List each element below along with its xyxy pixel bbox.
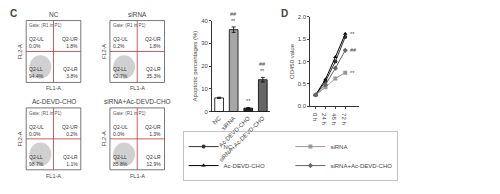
svg-text:NC: NC xyxy=(212,115,223,126)
svg-text:siRNA+Ac-DEVD-CHO: siRNA+Ac-DEVD-CHO xyxy=(104,98,171,105)
svg-text:Ac-DEVD-CHO: Ac-DEVD-CHO xyxy=(32,98,76,105)
svg-text:24 h: 24 h xyxy=(321,113,327,125)
svg-text:2.0: 2.0 xyxy=(298,14,307,20)
svg-text:Q2-LL85.8%: Q2-LL85.8% xyxy=(113,154,128,167)
svg-text:Q2-LL94.4%: Q2-LL94.4% xyxy=(29,66,44,79)
svg-text:Q2-LR35.3%: Q2-LR35.3% xyxy=(146,66,161,79)
svg-text:10: 10 xyxy=(201,86,208,92)
svg-text:siRNA: siRNA xyxy=(220,115,236,131)
svg-text:siRNA+Ac-DEVD-CHO: siRNA+Ac-DEVD-CHO xyxy=(330,163,392,169)
svg-text:FL1-A: FL1-A xyxy=(46,173,61,179)
svg-text:48 h: 48 h xyxy=(331,113,337,125)
svg-text:FL2-A: FL2-A xyxy=(101,131,107,146)
svg-text:Q2-LR1.1%: Q2-LR1.1% xyxy=(63,154,78,167)
svg-text:siRNA: siRNA xyxy=(128,11,147,18)
svg-text:FL1-A: FL1-A xyxy=(130,173,145,179)
svg-text:**: ** xyxy=(246,98,251,104)
svg-text:D: D xyxy=(281,8,288,19)
svg-text:0 h: 0 h xyxy=(312,113,318,121)
svg-text:30: 30 xyxy=(201,40,208,46)
svg-text:20: 20 xyxy=(201,63,208,69)
svg-text:NC: NC xyxy=(224,144,233,150)
svg-text:OD450 value: OD450 value xyxy=(289,43,295,79)
svg-text:Q2-LR12.9%: Q2-LR12.9% xyxy=(146,154,161,167)
svg-text:Q2-LR3.8%: Q2-LR3.8% xyxy=(63,66,78,79)
svg-text:Q2-LL98.7%: Q2-LL98.7% xyxy=(29,154,44,167)
svg-text:NC: NC xyxy=(49,11,59,18)
svg-text:0: 0 xyxy=(204,109,208,115)
svg-text:##: ## xyxy=(350,47,357,53)
svg-text:Gate: (R1 in P1): Gate: (R1 in P1) xyxy=(29,111,62,116)
svg-text:##**: ##** xyxy=(230,11,237,24)
svg-text:Q2-LL62.7%: Q2-LL62.7% xyxy=(113,66,128,79)
svg-text:1.5: 1.5 xyxy=(298,36,307,42)
svg-text:0.0: 0.0 xyxy=(298,103,307,109)
svg-text:0.5: 0.5 xyxy=(298,81,307,87)
svg-text:FL1-A: FL1-A xyxy=(46,85,61,91)
svg-text:Gate: (R1 in P1): Gate: (R1 in P1) xyxy=(29,23,62,28)
svg-text:FL2-A: FL2-A xyxy=(17,131,23,146)
svg-text:Gate: (R1 in P1): Gate: (R1 in P1) xyxy=(113,23,146,28)
svg-text:Q2-UL0.2%: Q2-UL0.2% xyxy=(113,36,128,49)
svg-text:Gate: (R1 in P1): Gate: (R1 in P1) xyxy=(113,111,146,116)
svg-text:**: ** xyxy=(350,31,355,37)
svg-text:C: C xyxy=(10,8,17,19)
svg-text:Q2-UR1.8%: Q2-UR1.8% xyxy=(145,36,161,49)
svg-text:Apoptotic percentages (%): Apoptotic percentages (%) xyxy=(192,31,198,102)
svg-text:FL1-A: FL1-A xyxy=(130,85,145,91)
svg-text:1.0: 1.0 xyxy=(298,59,307,65)
svg-text:Q2-UR1.3%: Q2-UR1.3% xyxy=(145,124,161,137)
svg-text:siRNA: siRNA xyxy=(330,144,347,150)
svg-text:Q2-UR0.2%: Q2-UR0.2% xyxy=(62,124,78,137)
svg-text:Q2-UL0.0%: Q2-UL0.0% xyxy=(29,124,44,137)
svg-text:40: 40 xyxy=(201,18,208,24)
svg-text:Q2-UL0.0%: Q2-UL0.0% xyxy=(113,124,128,137)
svg-text:Ac-DEVD-CHO: Ac-DEVD-CHO xyxy=(224,163,265,169)
svg-text:FL2-A: FL2-A xyxy=(17,44,23,59)
svg-text:**: ** xyxy=(350,70,355,76)
svg-text:Q2-UL0.0%: Q2-UL0.0% xyxy=(29,36,44,49)
svg-text:FL2-A: FL2-A xyxy=(101,44,107,59)
svg-text:72 h: 72 h xyxy=(341,113,347,125)
svg-text:##**: ##** xyxy=(259,61,266,74)
svg-text:Q2-UR1.8%: Q2-UR1.8% xyxy=(62,36,78,49)
